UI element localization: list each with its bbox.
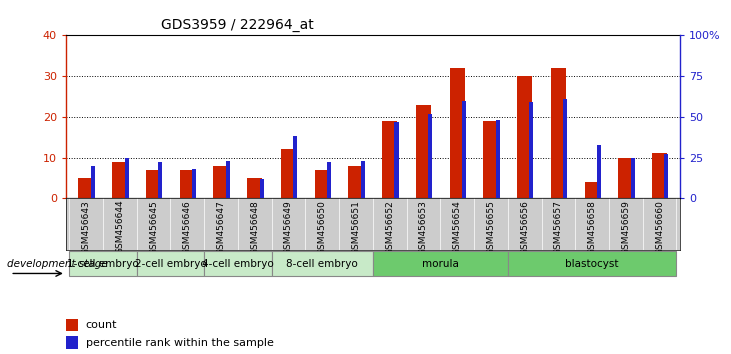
- Bar: [66, 319, 78, 331]
- Text: GSM456659: GSM456659: [621, 200, 630, 255]
- Bar: [529, 102, 534, 198]
- Text: GSM456644: GSM456644: [115, 200, 124, 255]
- Bar: [213, 166, 229, 198]
- Text: GSM456658: GSM456658: [588, 200, 596, 255]
- Text: GSM456643: GSM456643: [82, 200, 91, 255]
- Bar: [652, 154, 667, 198]
- Text: GSM456660: GSM456660: [655, 200, 664, 255]
- Bar: [585, 182, 599, 198]
- Bar: [664, 154, 668, 198]
- Bar: [550, 68, 566, 198]
- Bar: [226, 161, 230, 198]
- Bar: [349, 166, 363, 198]
- Bar: [462, 101, 466, 198]
- Text: percentile rank within the sample: percentile rank within the sample: [86, 338, 273, 348]
- Text: GSM456649: GSM456649: [284, 200, 293, 255]
- Text: GSM456650: GSM456650: [318, 200, 327, 255]
- Bar: [293, 136, 298, 198]
- Bar: [631, 158, 635, 198]
- Bar: [450, 68, 465, 198]
- Text: GSM456654: GSM456654: [452, 200, 462, 255]
- Bar: [78, 178, 94, 198]
- Text: GSM456656: GSM456656: [520, 200, 529, 255]
- FancyBboxPatch shape: [508, 251, 676, 276]
- Text: GSM456652: GSM456652: [385, 200, 394, 255]
- Bar: [563, 99, 567, 198]
- Text: count: count: [86, 320, 117, 330]
- Bar: [281, 149, 296, 198]
- Bar: [395, 122, 398, 198]
- Text: GSM456651: GSM456651: [352, 200, 360, 255]
- Bar: [382, 121, 397, 198]
- Bar: [416, 105, 431, 198]
- FancyBboxPatch shape: [373, 251, 508, 276]
- Bar: [260, 179, 264, 198]
- Text: GSM456648: GSM456648: [250, 200, 260, 255]
- Text: GSM456646: GSM456646: [183, 200, 192, 255]
- Bar: [314, 170, 330, 198]
- Text: GDS3959 / 222964_at: GDS3959 / 222964_at: [161, 18, 314, 32]
- Bar: [360, 161, 365, 198]
- Bar: [180, 170, 195, 198]
- Text: GSM456657: GSM456657: [554, 200, 563, 255]
- Bar: [192, 169, 196, 198]
- Bar: [247, 178, 262, 198]
- Bar: [124, 158, 129, 198]
- Bar: [66, 336, 78, 349]
- Text: 2-cell embryo: 2-cell embryo: [135, 259, 206, 269]
- Text: GSM456647: GSM456647: [216, 200, 225, 255]
- Bar: [159, 162, 162, 198]
- Text: blastocyst: blastocyst: [565, 259, 619, 269]
- FancyBboxPatch shape: [272, 251, 373, 276]
- FancyBboxPatch shape: [69, 251, 137, 276]
- FancyBboxPatch shape: [137, 251, 204, 276]
- Text: GSM456653: GSM456653: [419, 200, 428, 255]
- Text: 8-cell embryo: 8-cell embryo: [287, 259, 358, 269]
- Text: 1-cell embryo: 1-cell embryo: [67, 259, 139, 269]
- Bar: [327, 162, 331, 198]
- Bar: [428, 114, 432, 198]
- Text: GSM456645: GSM456645: [149, 200, 158, 255]
- Bar: [146, 170, 161, 198]
- Bar: [597, 144, 601, 198]
- Bar: [91, 166, 95, 198]
- Text: 4-cell embryo: 4-cell embryo: [202, 259, 273, 269]
- Bar: [112, 161, 127, 198]
- Text: development stage: development stage: [7, 259, 108, 269]
- Bar: [618, 158, 634, 198]
- Bar: [517, 76, 532, 198]
- Text: morula: morula: [422, 259, 459, 269]
- FancyBboxPatch shape: [204, 251, 272, 276]
- Text: GSM456655: GSM456655: [486, 200, 496, 255]
- Bar: [483, 121, 499, 198]
- Bar: [496, 120, 500, 198]
